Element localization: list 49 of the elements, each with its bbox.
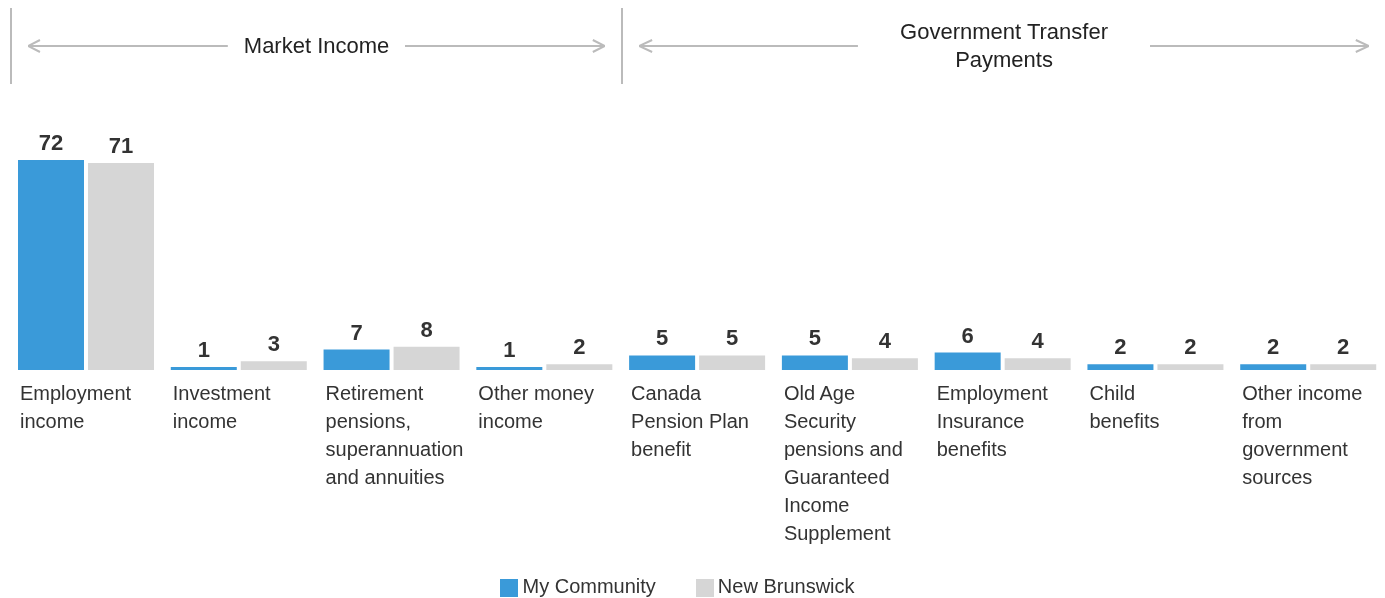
x-tick-label: Other income from government sources bbox=[1242, 382, 1363, 488]
data-label: 8 bbox=[420, 316, 433, 342]
data-label: 2 bbox=[1337, 334, 1350, 360]
data-label: 1 bbox=[197, 337, 210, 363]
data-label: 2 bbox=[1267, 334, 1280, 360]
data-label: 2 bbox=[573, 334, 586, 360]
bar bbox=[934, 352, 1001, 370]
data-label: 1 bbox=[503, 337, 516, 363]
x-tick-label: Employment income bbox=[20, 382, 132, 432]
bar bbox=[1087, 364, 1154, 370]
x-tick-label: Child benefits bbox=[1089, 382, 1160, 432]
bar bbox=[88, 162, 154, 370]
legend-label: New Brunswick bbox=[717, 575, 855, 597]
x-tick-label: Other money income bbox=[478, 382, 594, 432]
bar bbox=[629, 355, 696, 370]
data-label: 2 bbox=[1114, 334, 1127, 360]
bar bbox=[1310, 364, 1377, 370]
bar bbox=[393, 346, 460, 370]
bar bbox=[240, 361, 307, 370]
data-label: 5 bbox=[655, 325, 669, 351]
data-label: 3 bbox=[267, 331, 280, 357]
bar bbox=[1240, 364, 1307, 370]
x-tick-label: Employment Insurance benefits bbox=[936, 382, 1049, 460]
bar bbox=[1004, 358, 1071, 370]
data-label: 71 bbox=[108, 132, 134, 158]
bar bbox=[476, 367, 543, 370]
x-tick-label: Retirement pensions, superannuation and annuities bbox=[325, 382, 464, 488]
data-label: 72 bbox=[38, 130, 64, 155]
data-label: 4 bbox=[878, 328, 892, 354]
bar bbox=[18, 160, 84, 370]
data-label: 7 bbox=[350, 319, 363, 345]
data-label: 2 bbox=[1184, 334, 1197, 360]
bar bbox=[546, 364, 613, 370]
bar bbox=[1157, 364, 1224, 370]
x-tick-label: Old Age Security pensions and Guaranteed Income Supplement bbox=[783, 382, 903, 544]
bar bbox=[781, 355, 848, 370]
bar bbox=[699, 355, 766, 370]
bar bbox=[170, 367, 237, 370]
legend-label: My Community bbox=[522, 575, 656, 597]
text: Government Transfer Payments bbox=[899, 18, 1109, 74]
x-tick-label: Investment income bbox=[172, 382, 272, 432]
data-label: 6 bbox=[961, 322, 974, 348]
x-tick-label: Canada Pension Plan benefit bbox=[631, 382, 749, 460]
data-label: 5 bbox=[725, 325, 739, 351]
text: Market Income bbox=[243, 32, 390, 60]
bar bbox=[323, 349, 390, 370]
bar bbox=[851, 358, 918, 370]
data-label: 5 bbox=[808, 325, 822, 351]
data-label: 4 bbox=[1031, 328, 1045, 354]
